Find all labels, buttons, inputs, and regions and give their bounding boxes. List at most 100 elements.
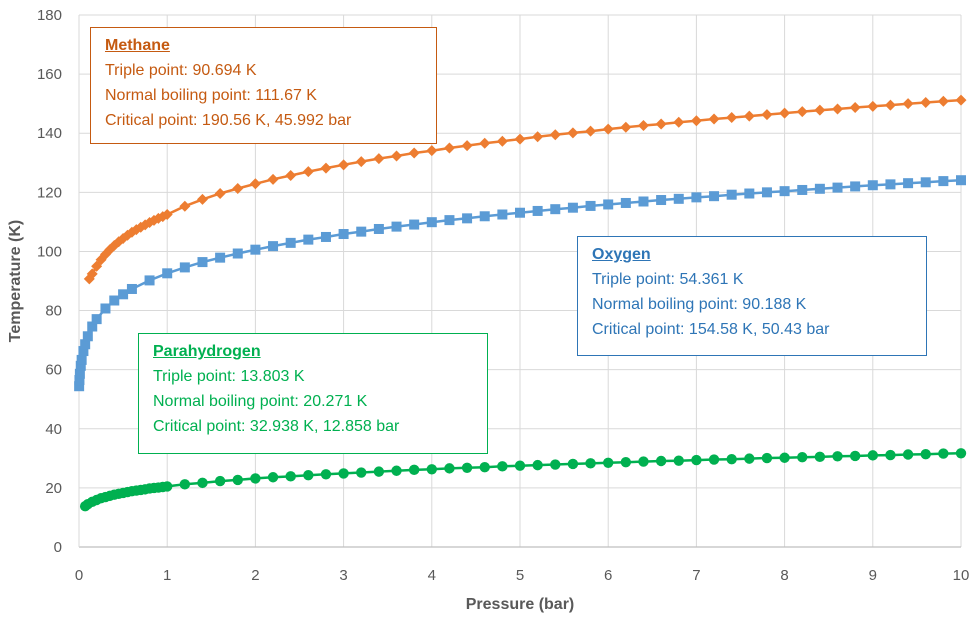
x-tick-label: 1 <box>163 567 171 584</box>
oxygen-point <box>779 186 790 197</box>
parahydrogen-point <box>391 465 402 476</box>
parahydrogen-point <box>673 455 684 466</box>
oxygen-point <box>78 346 89 357</box>
oxygen-point <box>74 381 85 392</box>
oxygen-point <box>691 192 702 203</box>
methane-point <box>655 118 667 130</box>
parahydrogen-annotation: Parahydrogen Triple point: 13.803 K Norm… <box>138 333 488 454</box>
oxygen-point <box>285 237 296 248</box>
methane-point <box>355 156 367 168</box>
y-tick-label: 160 <box>37 66 62 83</box>
parahydrogen-point <box>514 460 526 471</box>
methane-point <box>902 98 914 110</box>
methane-point <box>884 99 896 111</box>
methane-point <box>832 103 844 115</box>
x-tick-label: 0 <box>75 567 83 584</box>
parahydrogen-point <box>920 448 931 460</box>
oxygen-point <box>76 354 87 365</box>
y-tick-label: 60 <box>45 362 62 379</box>
oxygen-point <box>938 176 949 187</box>
parahydrogen-point <box>849 450 861 462</box>
parahydrogen-point <box>461 462 473 473</box>
oxygen-triple-point: Triple point: 54.361 K <box>592 271 744 288</box>
oxygen-point <box>656 195 667 206</box>
parahydrogen-point <box>250 473 261 484</box>
methane-point <box>373 153 385 165</box>
x-tick-label: 8 <box>780 567 788 584</box>
oxygen-point <box>373 223 384 234</box>
methane-point <box>196 193 208 205</box>
methane-point <box>937 95 949 107</box>
oxygen-point <box>80 339 91 350</box>
oxygen-point <box>338 229 349 240</box>
oxygen-point <box>673 193 684 204</box>
oxygen-point <box>920 177 931 188</box>
y-tick-label: 80 <box>45 303 62 320</box>
parahydrogen-point <box>303 469 314 481</box>
methane-point <box>532 131 544 143</box>
y-tick-label: 20 <box>45 480 62 497</box>
oxygen-point <box>426 217 437 228</box>
methane-point <box>673 116 685 128</box>
methane-point <box>479 137 491 149</box>
x-tick-label: 2 <box>251 567 259 584</box>
methane-point <box>161 209 173 220</box>
parahydrogen-point <box>779 452 790 463</box>
parahydrogen-point <box>603 457 614 468</box>
parahydrogen-point <box>885 449 896 461</box>
parahydrogen-point <box>338 468 349 479</box>
parahydrogen-point <box>938 448 949 459</box>
oxygen-point <box>75 360 86 371</box>
parahydrogen-critical-point: Critical point: 32.938 K, 12.858 bar <box>153 418 400 435</box>
parahydrogen-point <box>655 455 667 467</box>
oxygen-point <box>74 375 85 386</box>
x-tick-label: 3 <box>339 567 347 584</box>
oxygen-point <box>179 262 190 273</box>
methane-point <box>391 150 403 162</box>
oxygen-point <box>479 211 490 222</box>
methane-point <box>214 188 226 200</box>
methane-point <box>814 104 826 116</box>
parahydrogen-point <box>691 454 702 466</box>
oxygen-annotation: Oxygen Triple point: 54.361 K Normal boi… <box>577 236 927 356</box>
oxygen-point <box>118 289 129 300</box>
oxygen-point <box>100 303 111 314</box>
oxygen-point <box>620 197 631 208</box>
methane-point <box>549 129 561 141</box>
oxygen-point <box>761 187 772 198</box>
oxygen-point <box>126 283 137 294</box>
oxygen-point <box>197 257 208 268</box>
parahydrogen-point <box>620 456 632 468</box>
parahydrogen-point <box>726 454 737 465</box>
oxygen-point <box>87 321 98 332</box>
methane-point <box>461 140 473 152</box>
methane-point <box>117 232 129 244</box>
oxygen-point <box>726 189 737 200</box>
oxygen-point <box>74 368 85 379</box>
methane-point <box>267 173 279 185</box>
oxygen-point <box>356 226 367 237</box>
methane-point <box>743 110 755 122</box>
oxygen-point <box>903 178 914 189</box>
data-series <box>74 94 967 512</box>
oxygen-point <box>303 234 314 245</box>
methane-point <box>637 120 649 132</box>
oxygen-point <box>462 213 473 224</box>
parahydrogen-point <box>708 454 720 465</box>
methane-critical-point: Critical point: 190.56 K, 45.992 bar <box>105 112 352 129</box>
parahydrogen-point <box>550 459 561 470</box>
parahydrogen-boiling-point: Normal boiling point: 20.271 K <box>153 393 368 410</box>
x-tick-label: 5 <box>516 567 524 584</box>
oxygen-point <box>814 183 825 194</box>
oxygen-point <box>497 209 508 220</box>
methane-point <box>86 268 98 280</box>
methane-point <box>249 178 261 190</box>
parahydrogen-point <box>814 451 826 463</box>
oxygen-title: Oxygen <box>592 246 651 263</box>
methane-point <box>567 127 579 139</box>
methane-point <box>585 125 597 137</box>
methane-point <box>920 96 932 108</box>
methane-point <box>179 200 191 212</box>
parahydrogen-point <box>426 464 437 475</box>
